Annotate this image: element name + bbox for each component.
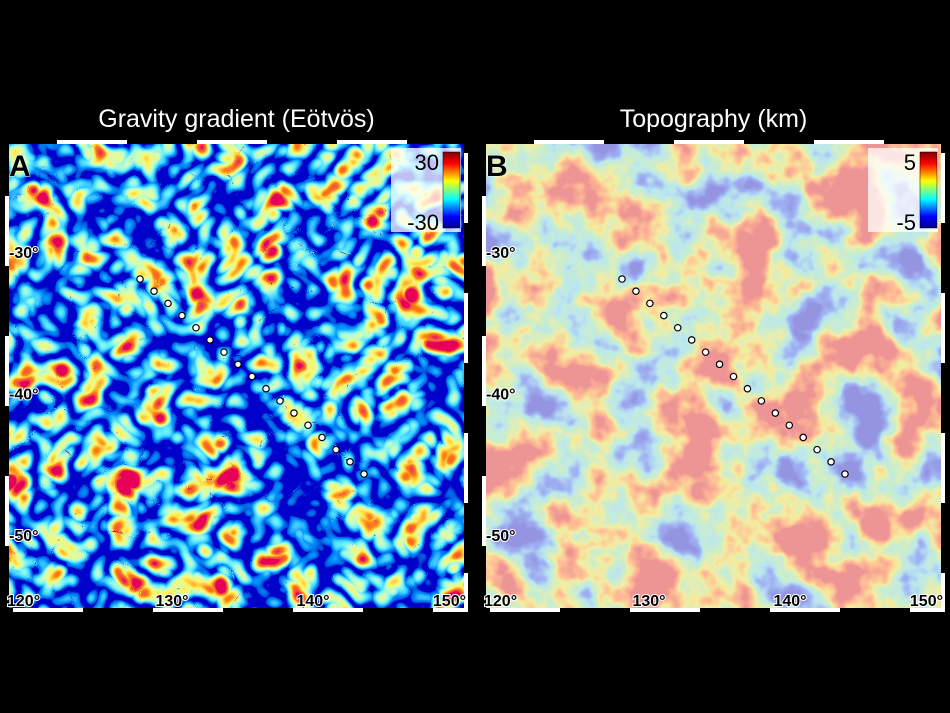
profile-dot (646, 299, 654, 308)
panel-letter: A (9, 150, 31, 183)
profile-dot (136, 275, 144, 283)
map-panel: Gravity gradient (Eötvös) A 30 -30 -30° -40° -… (5, 105, 468, 612)
profile-dot (729, 372, 738, 381)
lon-label: 120° (7, 593, 40, 610)
lat-label: -50° (486, 528, 516, 545)
lon-label: 150° (433, 593, 466, 610)
lon-label: 140° (773, 593, 806, 610)
colorbar-max: 30 (415, 150, 439, 175)
profile-dot (178, 311, 186, 320)
profile-dot (785, 421, 794, 430)
colorbar (442, 151, 461, 229)
profile-dot (304, 421, 312, 430)
profile-dot (799, 433, 807, 442)
lat-label: -40° (486, 387, 516, 404)
profile-dot (206, 336, 214, 344)
profile-dot (841, 470, 849, 478)
map-image (5, 140, 468, 612)
profile-dot (660, 311, 668, 320)
profile-dot (332, 445, 340, 454)
lon-label: 130° (632, 593, 665, 610)
map-image (482, 140, 945, 612)
profile-dot (827, 458, 835, 466)
profile-dot (290, 409, 298, 417)
profile-dot (632, 287, 640, 295)
panel-letter: B (486, 150, 508, 183)
profile-dot (701, 348, 710, 356)
profile-dot (618, 275, 626, 283)
lat-label: -40° (9, 387, 39, 404)
lat-label: -50° (9, 528, 39, 545)
profile-dot (248, 372, 256, 381)
profile-dot (673, 323, 682, 332)
frame-black (5, 140, 468, 612)
colorbar (919, 151, 938, 229)
panel-title: Gravity gradient (Eötvös) (98, 105, 375, 133)
profile-dot (234, 360, 242, 369)
profile-dot (771, 409, 780, 417)
profile-dot (192, 323, 200, 332)
profile-dot (318, 433, 326, 442)
profile-dot (220, 348, 228, 356)
lon-label: 150° (910, 593, 943, 610)
lon-label: 140° (296, 593, 329, 610)
colorbar-min: -5 (896, 210, 916, 235)
frame-black (482, 140, 945, 612)
profile-dot (360, 470, 368, 478)
profile-dot (687, 336, 696, 344)
profile-dot (743, 384, 752, 393)
lon-label: 130° (155, 593, 188, 610)
lat-label: -30° (486, 245, 516, 262)
colorbar-max: 5 (904, 150, 916, 175)
profile-dot (346, 458, 354, 466)
panel-title: Topography (km) (620, 105, 808, 133)
profile-dot (262, 384, 270, 393)
profile-dot (150, 287, 158, 295)
profile-dot (757, 397, 766, 405)
lon-label: 120° (484, 593, 517, 610)
profile-dot (164, 299, 172, 308)
map-panel: Topography (km) B 5 -5 -30° -40° -50° 120° 130° 1… (482, 105, 945, 612)
profile-dot (813, 445, 821, 454)
profile-dot (715, 360, 724, 369)
profile-dot (276, 397, 284, 405)
colorbar-min: -30 (407, 210, 439, 235)
lat-label: -30° (9, 245, 39, 262)
